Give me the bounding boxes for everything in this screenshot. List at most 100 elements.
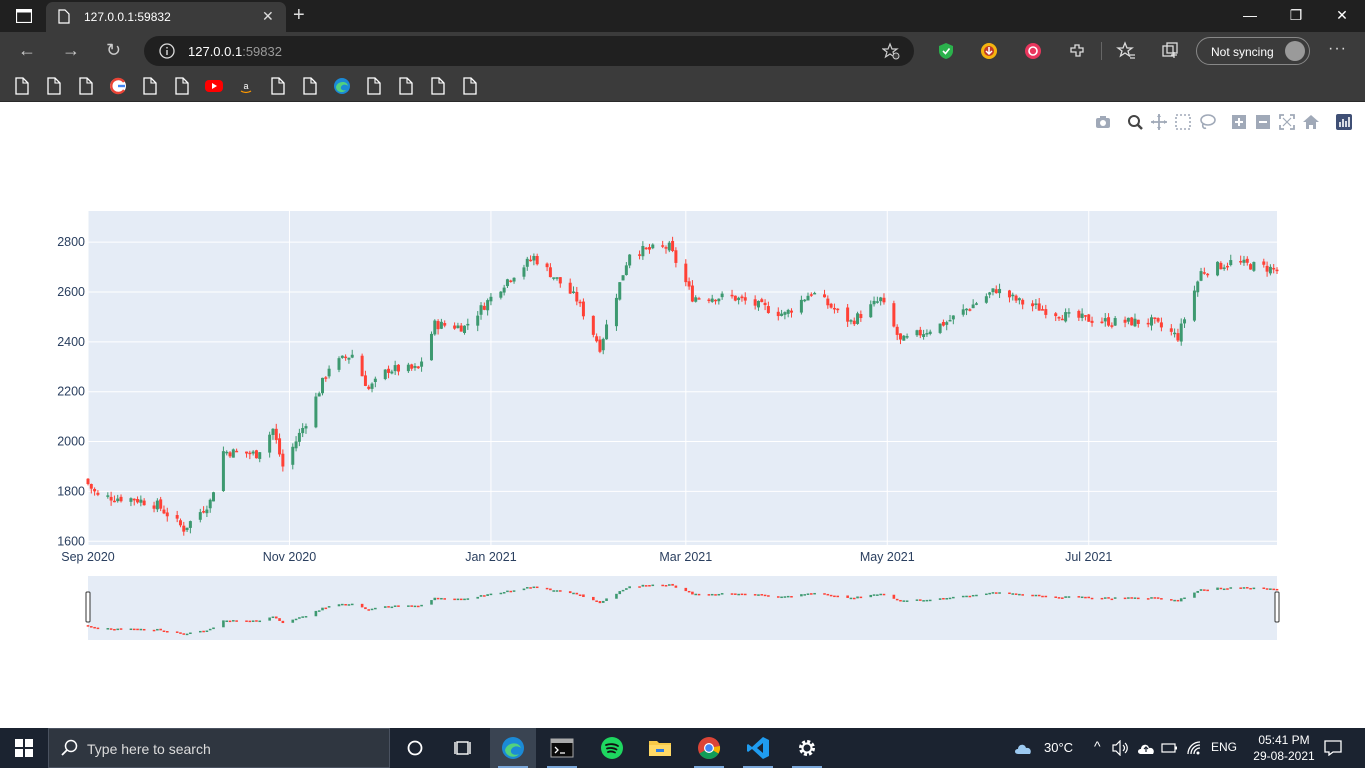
- candle-down[interactable]: [1014, 295, 1018, 301]
- candle-down[interactable]: [733, 295, 737, 301]
- taskbar-vscode[interactable]: [735, 728, 781, 768]
- candle-up[interactable]: [155, 500, 159, 510]
- candle-down[interactable]: [93, 488, 97, 492]
- file-icon[interactable]: [428, 76, 448, 96]
- candle-down[interactable]: [1107, 317, 1111, 326]
- candle-up[interactable]: [429, 333, 433, 361]
- file-icon[interactable]: [44, 76, 64, 96]
- candle-up[interactable]: [555, 277, 559, 279]
- cortana-button[interactable]: [392, 728, 438, 768]
- candle-up[interactable]: [116, 498, 120, 502]
- weather-cloud-icon[interactable]: [1012, 740, 1036, 756]
- candle-up[interactable]: [393, 365, 397, 372]
- candle-up[interactable]: [1064, 312, 1068, 322]
- candle-up[interactable]: [373, 378, 377, 383]
- candle-up[interactable]: [624, 265, 628, 275]
- candle-up[interactable]: [1113, 318, 1117, 326]
- tab-actions-button[interactable]: [8, 6, 40, 26]
- candle-up[interactable]: [505, 279, 509, 287]
- plotly-logo-icon[interactable]: [1335, 113, 1353, 131]
- candle-up[interactable]: [915, 330, 919, 336]
- candle-down[interactable]: [1146, 322, 1150, 325]
- candle-up[interactable]: [780, 313, 784, 316]
- candle-down[interactable]: [882, 297, 886, 303]
- candle-down[interactable]: [1262, 261, 1266, 265]
- candle-down[interactable]: [159, 499, 163, 509]
- candle-down[interactable]: [367, 386, 371, 389]
- candle-up[interactable]: [406, 364, 410, 372]
- candle-up[interactable]: [1173, 332, 1177, 335]
- candle-down[interactable]: [697, 298, 701, 300]
- candle-down[interactable]: [852, 320, 856, 325]
- candle-down[interactable]: [595, 336, 599, 342]
- candle-down[interactable]: [578, 301, 582, 304]
- candle-down[interactable]: [1169, 328, 1173, 332]
- candle-down[interactable]: [581, 301, 585, 317]
- candle-down[interactable]: [1031, 303, 1035, 307]
- range-slider-left-handle[interactable]: [85, 591, 91, 623]
- candle-down[interactable]: [707, 299, 711, 302]
- candle-up[interactable]: [1103, 318, 1107, 322]
- candle-up[interactable]: [251, 451, 255, 454]
- candle-down[interactable]: [740, 296, 744, 299]
- weather-temperature[interactable]: 30°C: [1044, 740, 1074, 755]
- candle-down[interactable]: [684, 263, 688, 283]
- candle-down[interactable]: [360, 355, 364, 377]
- candle-up[interactable]: [1067, 312, 1071, 314]
- collections-icon[interactable]: [1160, 41, 1180, 61]
- candle-down[interactable]: [760, 299, 764, 303]
- candle-down[interactable]: [1037, 303, 1041, 311]
- candle-up[interactable]: [185, 527, 189, 531]
- candle-up[interactable]: [383, 369, 387, 380]
- youtube-icon[interactable]: [204, 76, 224, 96]
- candle-up[interactable]: [297, 432, 301, 442]
- candle-down[interactable]: [396, 364, 400, 372]
- candle-up[interactable]: [350, 354, 354, 358]
- google-icon[interactable]: [108, 76, 128, 96]
- candle-down[interactable]: [1239, 261, 1243, 263]
- candle-down[interactable]: [598, 339, 602, 352]
- candle-down[interactable]: [638, 254, 642, 256]
- candle-up[interactable]: [667, 242, 671, 251]
- candle-down[interactable]: [1041, 309, 1045, 311]
- candle-up[interactable]: [476, 315, 480, 326]
- candle-up[interactable]: [463, 325, 467, 334]
- more-options-icon[interactable]: ···: [1328, 40, 1347, 57]
- file-icon[interactable]: [140, 76, 160, 96]
- candle-up[interactable]: [390, 371, 394, 374]
- candle-up[interactable]: [304, 426, 308, 429]
- candle-down[interactable]: [119, 496, 123, 502]
- candle-up[interactable]: [928, 331, 932, 334]
- candle-down[interactable]: [178, 520, 182, 526]
- tab-close-icon[interactable]: ✕: [262, 8, 274, 24]
- candle-down[interactable]: [245, 451, 249, 454]
- candle-up[interactable]: [856, 313, 860, 324]
- box-select-icon[interactable]: [1174, 113, 1192, 131]
- candle-up[interactable]: [605, 324, 609, 340]
- volume-icon[interactable]: [1112, 740, 1130, 756]
- zoom-icon[interactable]: [1126, 113, 1144, 131]
- taskbar-edge[interactable]: [490, 728, 536, 768]
- file-icon[interactable]: [268, 76, 288, 96]
- candle-up[interactable]: [905, 336, 909, 338]
- candle-down[interactable]: [568, 282, 572, 294]
- candle-down[interactable]: [826, 298, 830, 306]
- candle-down[interactable]: [1077, 310, 1081, 318]
- candle-up[interactable]: [525, 258, 529, 267]
- candle-up[interactable]: [799, 299, 803, 313]
- plot-area[interactable]: [88, 211, 1277, 545]
- candle-up[interactable]: [621, 275, 625, 281]
- candle-up[interactable]: [1192, 290, 1196, 321]
- candle-down[interactable]: [766, 306, 770, 314]
- candle-down[interactable]: [687, 281, 691, 287]
- candle-up[interactable]: [420, 361, 424, 367]
- candle-up[interactable]: [1242, 259, 1246, 263]
- candle-up[interactable]: [225, 451, 229, 454]
- info-icon[interactable]: [158, 42, 176, 60]
- autoscale-icon[interactable]: [1278, 113, 1296, 131]
- candle-down[interactable]: [482, 305, 486, 310]
- candle-down[interactable]: [1275, 269, 1279, 272]
- candle-up[interactable]: [129, 498, 133, 502]
- candle-up[interactable]: [212, 492, 216, 502]
- candle-down[interactable]: [112, 500, 116, 503]
